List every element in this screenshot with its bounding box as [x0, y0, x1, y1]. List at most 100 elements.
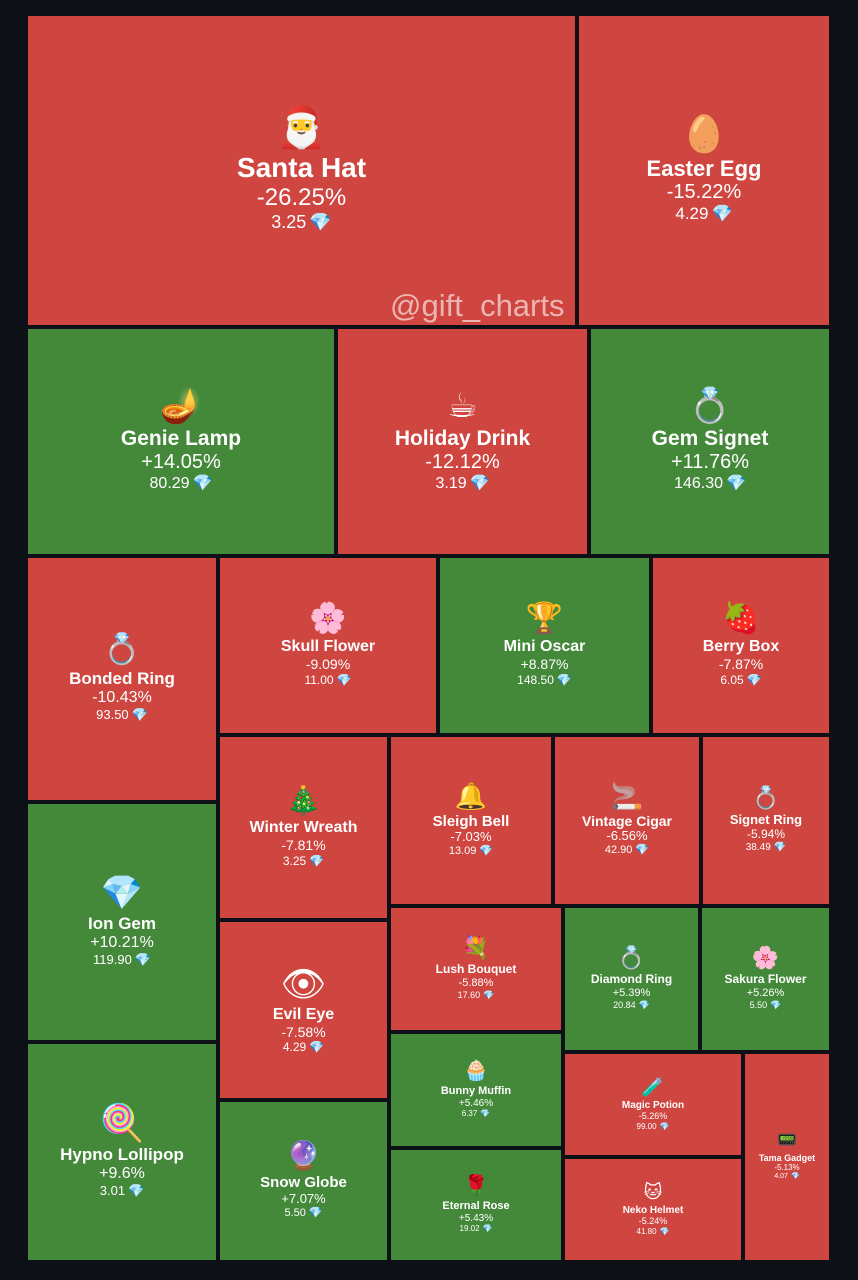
diamond-icon: 💎	[659, 1226, 670, 1236]
price-value: 4.29	[282, 1040, 307, 1055]
diamond-icon: 💎	[469, 475, 490, 493]
tile-snow-globe[interactable]: 🔮 Snow Globe +7.07% 5.50 💎	[218, 1100, 389, 1262]
price-value: 99.00	[636, 1121, 657, 1131]
price-value: 3.25	[271, 211, 307, 232]
berry-box-icon: 🍓	[722, 602, 760, 636]
diamond-icon: 💎	[659, 1121, 670, 1131]
tile-magic-potion[interactable]: 🧪 Magic Potion -5.26% 99.00 💎	[563, 1052, 743, 1157]
tile-holiday-drink[interactable]: ☕ Holiday Drink -12.12% 3.19 💎	[336, 327, 589, 556]
tile-price: 146.30 💎	[674, 474, 746, 493]
price-value: 146.30	[674, 475, 723, 493]
tile-name: Eternal Rose	[442, 1200, 510, 1213]
diamond-icon: 💎	[638, 999, 650, 1010]
hypno-lollipop-icon: 🍭	[99, 1102, 145, 1144]
price-value: 17.60	[457, 989, 481, 1000]
tama-gadget-icon: 📟	[777, 1132, 797, 1150]
diamond-icon: 💎	[309, 211, 332, 232]
tile-vintage-cigar[interactable]: 🚬 Vintage Cigar -6.56% 42.90 💎	[553, 735, 701, 906]
tile-price: 42.90 💎	[605, 844, 649, 857]
tile-name: Lush Bouquet	[435, 962, 517, 977]
lush-bouquet-icon: 💐	[462, 935, 490, 961]
price-value: 119.90	[93, 952, 132, 968]
tile-change: -12.12%	[425, 451, 500, 474]
tile-change: +11.76%	[670, 451, 750, 474]
diamond-icon: 💎	[134, 952, 151, 968]
tile-change: -7.81%	[281, 837, 326, 854]
tile-name: Mini Oscar	[503, 638, 586, 656]
diamond-icon: 💎	[480, 1109, 491, 1119]
price-value: 3.01	[99, 1183, 126, 1199]
tile-gem-signet[interactable]: 💍 Gem Signet +11.76% 146.30 💎	[589, 327, 831, 556]
price-value: 5.50	[284, 1206, 306, 1219]
signet-ring-icon: 💍	[752, 785, 780, 811]
tile-ion-gem[interactable]: 💎 Ion Gem +10.21% 119.90 💎	[26, 802, 218, 1042]
tile-price: 4.07 💎	[774, 1173, 799, 1181]
tile-change: -5.24%	[638, 1216, 668, 1227]
tile-name: Bunny Muffin	[440, 1085, 512, 1098]
tile-sakura-flower[interactable]: 🌸 Sakura Flower +5.26% 5.50 💎	[700, 906, 831, 1052]
tile-change: -7.87%	[718, 656, 764, 673]
tile-evil-eye[interactable]: 👁 Evil Eye -7.58% 4.29 💎	[218, 920, 389, 1100]
tile-price: 4.29 💎	[675, 204, 732, 224]
price-value: 4.07	[774, 1172, 788, 1180]
tile-change: +5.46%	[458, 1097, 494, 1109]
price-value: 93.50	[96, 707, 129, 723]
diamond-icon: 💎	[726, 475, 746, 493]
tile-neko-helmet[interactable]: 🐱 Neko Helmet -5.24% 41.80 💎	[563, 1157, 743, 1262]
tile-signet-ring[interactable]: 💍 Signet Ring -5.94% 38.49 💎	[701, 735, 831, 906]
diamond-icon: 💎	[309, 1040, 325, 1055]
tile-name: Tama Gadget	[758, 1153, 816, 1164]
tile-name: Signet Ring	[729, 812, 803, 828]
tile-diamond-ring[interactable]: 💍 Diamond Ring +5.39% 20.84 💎	[563, 906, 700, 1052]
tile-name: Sakura Flower	[724, 972, 807, 987]
tile-name: Snow Globe	[260, 1174, 347, 1192]
skull-flower-icon: 🌸	[309, 602, 347, 636]
tile-name: Easter Egg	[646, 156, 762, 182]
tile-hypno-lollipop[interactable]: 🍭 Hypno Lollipop +9.6% 3.01 💎	[26, 1042, 218, 1262]
neko-helmet-icon: 🐱	[643, 1181, 663, 1202]
evil-eye-icon: 👁	[280, 962, 327, 1004]
tile-santa-hat[interactable]: 🎅 Santa Hat -26.25% 3.25 💎	[26, 14, 577, 327]
tile-skull-flower[interactable]: 🌸 Skull Flower -9.09% 11.00 💎	[218, 556, 438, 735]
bonded-ring-icon: 💍	[103, 633, 141, 667]
price-value: 20.84	[613, 999, 636, 1010]
tile-change: -5.88%	[458, 977, 494, 990]
tile-name: Evil Eye	[272, 1005, 335, 1023]
tile-eternal-rose[interactable]: 🌹 Eternal Rose +5.43% 19.02 💎	[389, 1148, 563, 1262]
tile-change: +8.87%	[520, 656, 569, 673]
tile-name: Holiday Drink	[394, 427, 531, 451]
price-value: 3.25	[282, 853, 307, 868]
tile-lush-bouquet[interactable]: 💐 Lush Bouquet -5.88% 17.60 💎	[389, 906, 563, 1032]
tile-price: 3.19 💎	[435, 474, 489, 493]
tile-name: Gem Signet	[651, 427, 769, 451]
tile-price: 6.37 💎	[462, 1109, 491, 1119]
tile-price: 41.80 💎	[637, 1227, 670, 1237]
tile-bunny-muffin[interactable]: 🧁 Bunny Muffin +5.46% 6.37 💎	[389, 1032, 563, 1148]
tile-change: -15.22%	[666, 181, 742, 204]
tile-name: Bonded Ring	[69, 669, 175, 689]
tile-price: 80.29 💎	[150, 474, 213, 493]
tile-price: 3.01 💎	[100, 1183, 145, 1199]
diamond-icon: 💎	[746, 672, 762, 687]
tile-price: 11.00 💎	[304, 673, 351, 687]
tile-tama-gadget[interactable]: 📟 Tama Gadget -5.13% 4.07 💎	[743, 1052, 831, 1262]
tile-price: 6.05 💎	[720, 673, 761, 687]
tile-winter-wreath[interactable]: 🎄 Winter Wreath -7.81% 3.25 💎	[218, 735, 389, 920]
tile-genie-lamp[interactable]: 🪔 Genie Lamp +14.05% 80.29 💎	[26, 327, 336, 556]
diamond-icon: 💎	[131, 707, 148, 723]
tile-bonded-ring[interactable]: 💍 Bonded Ring -10.43% 93.50 💎	[26, 556, 218, 802]
price-value: 6.05	[720, 672, 744, 687]
tile-price: 4.29 💎	[283, 1040, 324, 1054]
tile-name: Ion Gem	[87, 914, 156, 934]
price-value: 3.19	[435, 475, 467, 493]
tile-easter-egg[interactable]: 🥚 Easter Egg -15.22% 4.29 💎	[577, 14, 831, 327]
tile-name: Winter Wreath	[249, 819, 358, 837]
tile-change: -5.13%	[774, 1163, 800, 1173]
tile-name: Diamond Ring	[590, 972, 673, 987]
tile-mini-oscar[interactable]: 🏆 Mini Oscar +8.87% 148.50 💎	[438, 556, 651, 735]
tile-change: +9.6%	[99, 1164, 145, 1182]
tile-price: 5.50 💎	[284, 1207, 322, 1220]
tile-sleigh-bell[interactable]: 🔔 Sleigh Bell -7.03% 13.09 💎	[389, 735, 553, 906]
tile-change: -5.94%	[746, 827, 786, 842]
tile-berry-box[interactable]: 🍓 Berry Box -7.87% 6.05 💎	[651, 556, 831, 735]
